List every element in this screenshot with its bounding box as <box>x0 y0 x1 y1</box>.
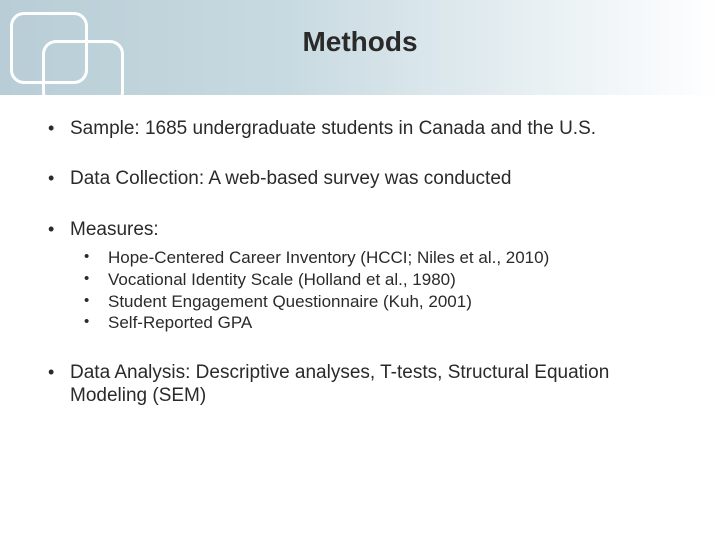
slide-title: Methods <box>0 26 720 58</box>
bullet-text: Measures: <box>70 219 159 240</box>
bullet-measures: Measures: Hope-Centered Career Inventory… <box>42 219 682 334</box>
bullet-text: Data Collection: A web-based survey was … <box>70 168 511 189</box>
sub-bullet-text: Hope-Centered Career Inventory (HCCI; Ni… <box>108 248 549 267</box>
bullet-data-analysis: Data Analysis: Descriptive analyses, T-t… <box>42 362 682 407</box>
sub-bullet: Vocational Identity Scale (Holland et al… <box>78 269 682 291</box>
sub-bullet: Self-Reported GPA <box>78 312 682 334</box>
slide-content: Sample: 1685 undergraduate students in C… <box>42 118 682 435</box>
sub-bullet: Hope-Centered Career Inventory (HCCI; Ni… <box>78 247 682 269</box>
sub-bullet-text: Student Engagement Questionnaire (Kuh, 2… <box>108 292 472 311</box>
bullet-text: Sample: 1685 undergraduate students in C… <box>70 118 596 139</box>
bullet-text: Data Analysis: Descriptive analyses, T-t… <box>70 362 609 405</box>
sub-bullet-list: Hope-Centered Career Inventory (HCCI; Ni… <box>78 247 682 334</box>
main-bullet-list: Sample: 1685 undergraduate students in C… <box>42 118 682 407</box>
sub-bullet: Student Engagement Questionnaire (Kuh, 2… <box>78 291 682 313</box>
bullet-sample: Sample: 1685 undergraduate students in C… <box>42 118 682 140</box>
sub-bullet-text: Vocational Identity Scale (Holland et al… <box>108 270 456 289</box>
bullet-data-collection: Data Collection: A web-based survey was … <box>42 168 682 190</box>
sub-bullet-text: Self-Reported GPA <box>108 313 252 332</box>
